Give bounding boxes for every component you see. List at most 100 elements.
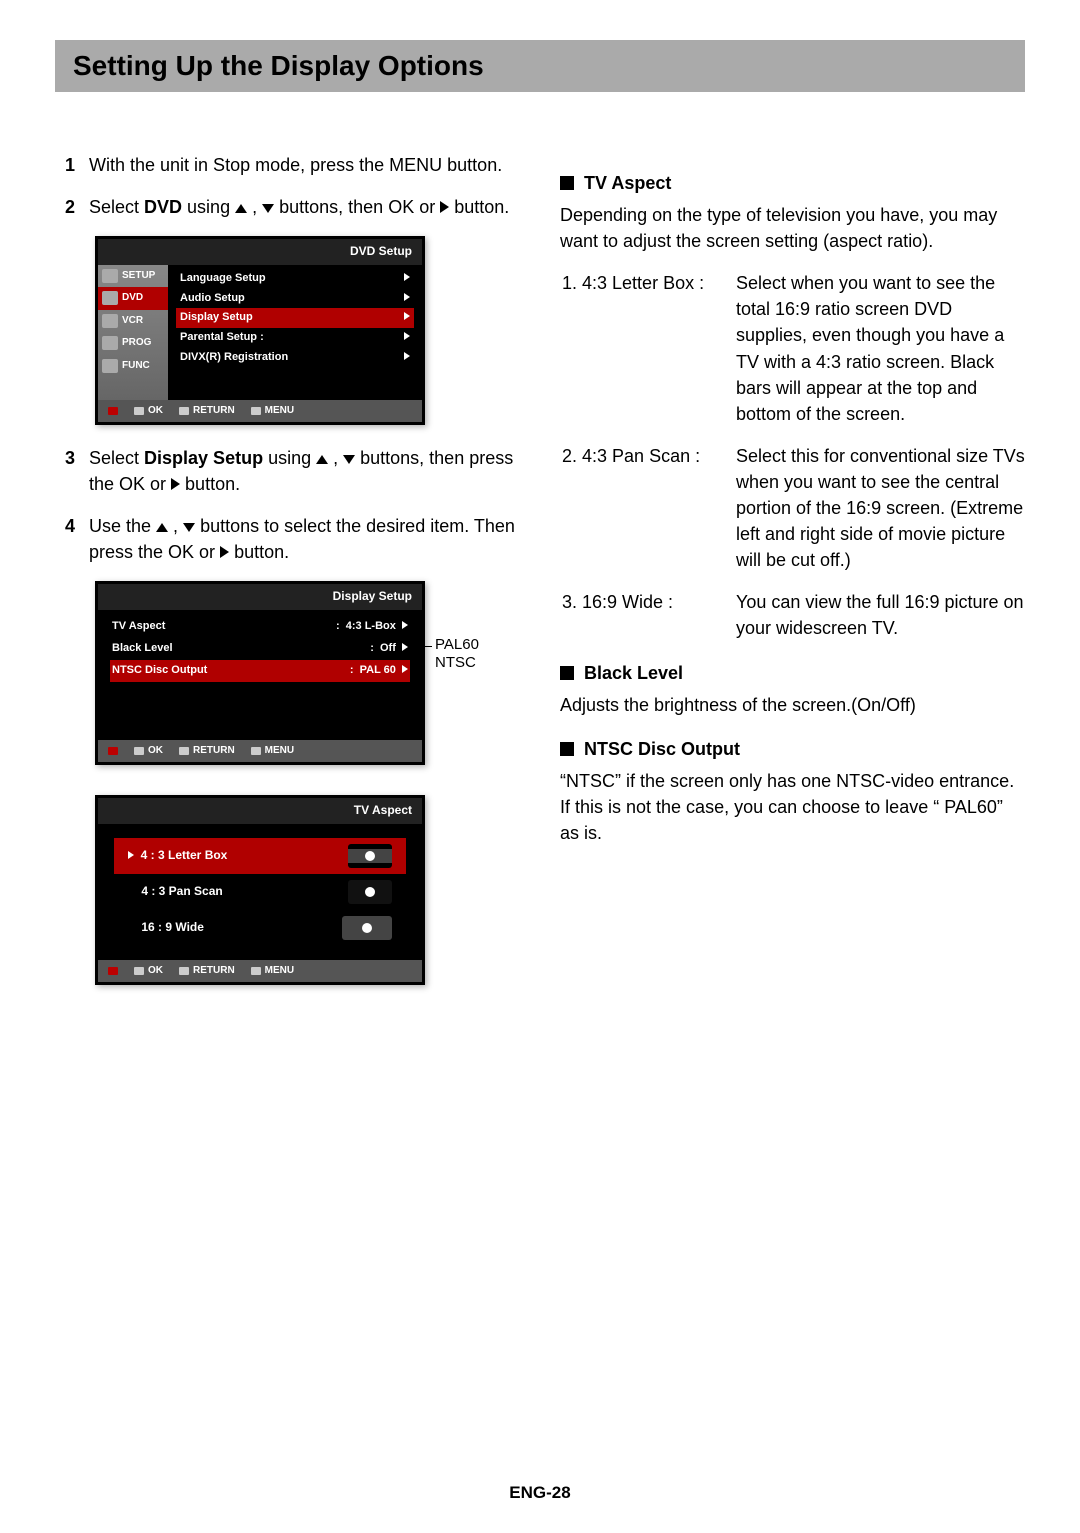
chevron-right-icon — [404, 350, 410, 366]
return-button[interactable]: RETURN — [179, 404, 235, 419]
osd-main: Language Setup Audio SetupDisplay Setup Pa… — [168, 265, 422, 400]
item-label: Language Setup — [180, 271, 266, 287]
section-title: Black Level — [584, 660, 683, 686]
section-title: NTSC Disc Output — [584, 736, 740, 762]
item-value: : 4:3 L-Box — [336, 619, 408, 635]
osd-footer: OK RETURN MENU — [98, 400, 422, 423]
text: using — [263, 448, 316, 468]
osd-tab-vcr[interactable]: VCR — [98, 310, 168, 333]
item-label: TV Aspect — [112, 619, 165, 635]
tv-aspect-list: 1. 4:3 Letter Box :Select when you want … — [562, 270, 1025, 641]
label: OK — [148, 964, 163, 979]
tab-label: PROG — [122, 336, 151, 351]
aspect-option[interactable]: 4 : 3 Pan Scan — [114, 874, 406, 910]
menu-button[interactable]: MENU — [251, 404, 294, 419]
aspect-desc-row: 2. 4:3 Pan Scan :Select this for convent… — [562, 443, 1025, 573]
menu-item[interactable]: TV Aspect : 4:3 L-Box — [110, 616, 410, 638]
aspect-option[interactable]: 16 : 9 Wide — [114, 910, 406, 946]
left-column: 1 With the unit in Stop mode, press the … — [55, 152, 520, 1005]
osd-body: SETUP DVDVCR PROG FUNC Language Setup Audio … — [98, 265, 422, 400]
section-ntsc: NTSC Disc Output — [560, 736, 1025, 762]
label: RETURN — [193, 744, 235, 759]
ok-button[interactable]: OK — [134, 964, 163, 979]
nav-icon — [108, 747, 118, 755]
menu-item[interactable]: Audio Setup — [176, 289, 414, 309]
menu-item[interactable]: Parental Setup : — [176, 328, 414, 348]
osd-header: DVD Setup — [98, 239, 422, 264]
chevron-right-icon — [402, 643, 408, 651]
arrow-right-icon — [220, 546, 229, 558]
arrow-up-icon — [316, 455, 328, 464]
aspect-thumb-icon — [348, 880, 392, 904]
step-1: 1 With the unit in Stop mode, press the … — [55, 152, 520, 178]
menu-item[interactable]: DIVX(R) Registration — [176, 348, 414, 368]
callout-line — [410, 646, 432, 647]
bold-display-setup: Display Setup — [144, 448, 263, 468]
tab-icon — [102, 336, 118, 350]
ok-button[interactable]: OK — [134, 744, 163, 759]
tab-icon — [102, 314, 118, 328]
step-number: 2 — [55, 194, 75, 220]
step-body: Use the , buttons to select the desired … — [89, 513, 520, 565]
page-title: Setting Up the Display Options — [73, 50, 1007, 82]
item-value: : PAL 60 — [350, 663, 408, 679]
osd-tab-dvd[interactable]: DVD — [98, 287, 168, 310]
aspect-thumb-icon — [348, 844, 392, 868]
section-black-level: Black Level — [560, 660, 1025, 686]
text: Select — [89, 197, 144, 217]
osd-wrap-display-setup: Display Setup TV Aspect: 4:3 L-Box Black… — [55, 581, 520, 765]
chevron-right-icon — [404, 291, 410, 307]
return-button[interactable]: RETURN — [179, 964, 235, 979]
desc-body: You can view the full 16:9 picture on yo… — [736, 589, 1025, 641]
menu-item[interactable]: NTSC Disc Output: PAL 60 — [110, 660, 410, 682]
osd-sidebar: SETUP DVDVCR PROG FUNC — [98, 265, 168, 400]
arrow-down-icon — [262, 204, 274, 213]
aspect-desc-row: 3. 16:9 Wide :You can view the full 16:9… — [562, 589, 1025, 641]
chevron-right-icon — [404, 330, 410, 346]
square-bullet-icon — [560, 742, 574, 756]
return-button[interactable]: RETURN — [179, 744, 235, 759]
menu-button[interactable]: MENU — [251, 744, 294, 759]
arrow-right-icon — [440, 201, 449, 213]
ok-button[interactable]: OK — [134, 404, 163, 419]
step-number: 4 — [55, 513, 75, 565]
section-title: TV Aspect — [584, 170, 671, 196]
tab-label: FUNC — [122, 359, 150, 374]
aspect-desc-row: 1. 4:3 Letter Box :Select when you want … — [562, 270, 1025, 427]
nav-icon — [108, 407, 118, 415]
square-bullet-icon — [560, 666, 574, 680]
menu-item[interactable]: Display Setup — [176, 308, 414, 328]
step-body: Select Display Setup using , buttons, th… — [89, 445, 520, 497]
arrow-up-icon — [156, 523, 168, 532]
tab-icon — [102, 359, 118, 373]
callout-text: PAL60 — [435, 636, 479, 653]
callout-pal60: PAL60 NTSC — [435, 636, 479, 672]
osd-tab-func[interactable]: FUNC — [98, 355, 168, 378]
desc-body: Select when you want to see the total 16… — [736, 270, 1025, 427]
item-label: Display Setup — [180, 310, 253, 326]
tab-label: SETUP — [122, 269, 155, 284]
osd-tv-aspect: TV Aspect 4 : 3 Letter Box 4 : 3 Pan Sca… — [95, 795, 425, 985]
text: Select — [89, 448, 144, 468]
aspect-option[interactable]: 4 : 3 Letter Box — [114, 838, 406, 874]
arrow-down-icon — [183, 523, 195, 532]
arrow-up-icon — [235, 204, 247, 213]
bold-dvd: DVD — [144, 197, 182, 217]
desc-label: 2. 4:3 Pan Scan : — [562, 443, 722, 573]
item-label: Black Level — [112, 641, 173, 657]
menu-item[interactable]: Black Level: Off — [110, 638, 410, 660]
menu-item[interactable]: Language Setup — [176, 269, 414, 289]
step-body: Select DVD using , buttons, then OK or b… — [89, 194, 520, 220]
tab-icon — [102, 291, 118, 305]
osd-tab-prog[interactable]: PROG — [98, 332, 168, 355]
chevron-right-icon — [404, 310, 410, 326]
text: Use the — [89, 516, 156, 536]
option-label: 16 : 9 Wide — [128, 919, 204, 936]
menu-button[interactable]: MENU — [251, 964, 294, 979]
desc-label: 1. 4:3 Letter Box : — [562, 270, 722, 427]
osd-display-setup: Display Setup TV Aspect: 4:3 L-Box Black… — [95, 581, 425, 765]
text: buttons, then OK or — [274, 197, 440, 217]
text: button. — [449, 197, 509, 217]
osd-body: TV Aspect : 4:3 L-Box Black Level: Off NT… — [98, 610, 422, 740]
osd-tab-setup[interactable]: SETUP — [98, 265, 168, 288]
